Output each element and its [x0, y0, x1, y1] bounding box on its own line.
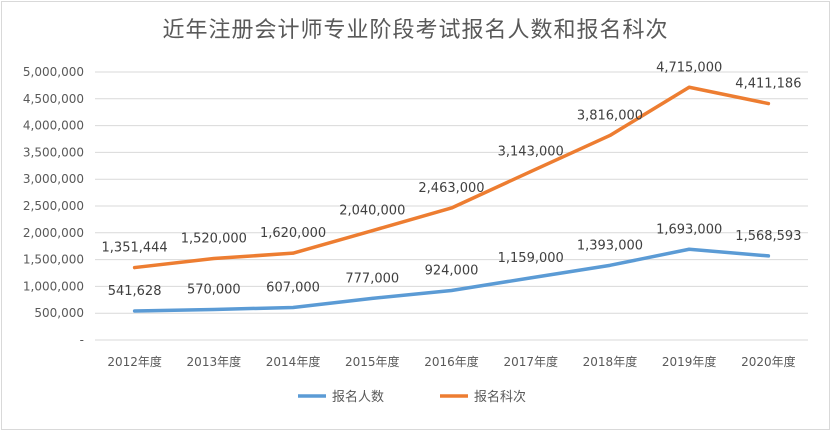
data-label: 924,000 [425, 263, 479, 278]
data-point [370, 296, 374, 300]
data-point [450, 206, 453, 210]
data-point [291, 305, 295, 309]
y-tick-label: - [80, 333, 84, 347]
data-label: 1,520,000 [181, 232, 247, 247]
y-tick-label: 1,500,000 [23, 253, 84, 267]
x-tick-label: 2013年度 [187, 354, 242, 369]
data-label: 2,040,000 [339, 204, 405, 219]
y-tick-label: 2,000,000 [23, 226, 84, 240]
data-point [133, 266, 137, 270]
data-label: 541,628 [108, 284, 162, 299]
data-label: 3,143,000 [498, 145, 564, 160]
y-tick-label: 4,500,000 [23, 92, 84, 106]
data-point [687, 247, 691, 251]
data-label: 4,411,186 [735, 77, 801, 92]
data-label: 3,816,000 [577, 108, 643, 123]
data-point [370, 229, 374, 233]
data-point [608, 263, 612, 267]
x-axis: 2012年度 2013年度 2014年度 2015年度 2016年度 2017年度 2018… [107, 354, 795, 369]
legend-label: 报名人数 [332, 389, 384, 405]
data-point [766, 102, 770, 106]
data-label: 1,568,593 [735, 229, 801, 244]
data-point [529, 170, 533, 174]
y-tick-label: 4,000,000 [23, 119, 84, 133]
y-tick-label: 5,000,000 [23, 65, 84, 79]
data-label: 4,715,000 [656, 60, 722, 75]
data-label: 2,463,000 [418, 181, 484, 196]
y-tick-label: 1,000,000 [23, 279, 84, 293]
data-point [450, 288, 453, 292]
x-tick-label: 2016年度 [424, 354, 479, 369]
legend: 报名人数 报名科次 [298, 389, 526, 405]
gridlines [95, 71, 808, 341]
data-point [212, 307, 216, 311]
data-label: 777,000 [345, 271, 399, 286]
y-tick-label: 500,000 [34, 306, 84, 320]
data-point [212, 257, 216, 261]
y-tick-label: 2,500,000 [23, 199, 84, 213]
data-point [608, 133, 612, 137]
data-label: 607,000 [266, 280, 320, 295]
data-label: 1,159,000 [498, 251, 564, 266]
x-tick-label: 2019年度 [662, 354, 717, 369]
chart-title: 近年注册会计师专业阶段考试报名人数和报名科次 [162, 18, 669, 43]
data-label: 570,000 [187, 282, 241, 297]
data-label: 1,393,000 [577, 238, 643, 253]
data-labels: 541,628 570,000 607,000 777,000 924,000 1,159… [102, 60, 802, 299]
data-label: 1,351,444 [102, 241, 168, 256]
data-label: 1,620,000 [260, 226, 326, 241]
series-lines [132, 85, 771, 313]
x-tick-label: 2015年度 [345, 354, 400, 369]
y-axis: - 500,000 1,000,000 1,500,000 2,000,000 2,500… [23, 65, 84, 347]
x-tick-label: 2017年度 [503, 354, 558, 369]
legend-label: 报名科次 [474, 389, 526, 405]
data-point [687, 85, 691, 89]
data-point [133, 309, 137, 313]
x-tick-label: 2018年度 [583, 354, 638, 369]
y-tick-label: 3,500,000 [23, 145, 84, 159]
y-tick-label: 3,000,000 [23, 172, 84, 186]
x-tick-label: 2020年度 [741, 354, 796, 369]
data-point [766, 254, 770, 258]
x-tick-label: 2012年度 [107, 354, 162, 369]
data-point [291, 251, 295, 255]
x-tick-label: 2014年度 [266, 354, 321, 369]
data-label: 1,693,000 [656, 222, 722, 237]
data-point [529, 276, 533, 280]
